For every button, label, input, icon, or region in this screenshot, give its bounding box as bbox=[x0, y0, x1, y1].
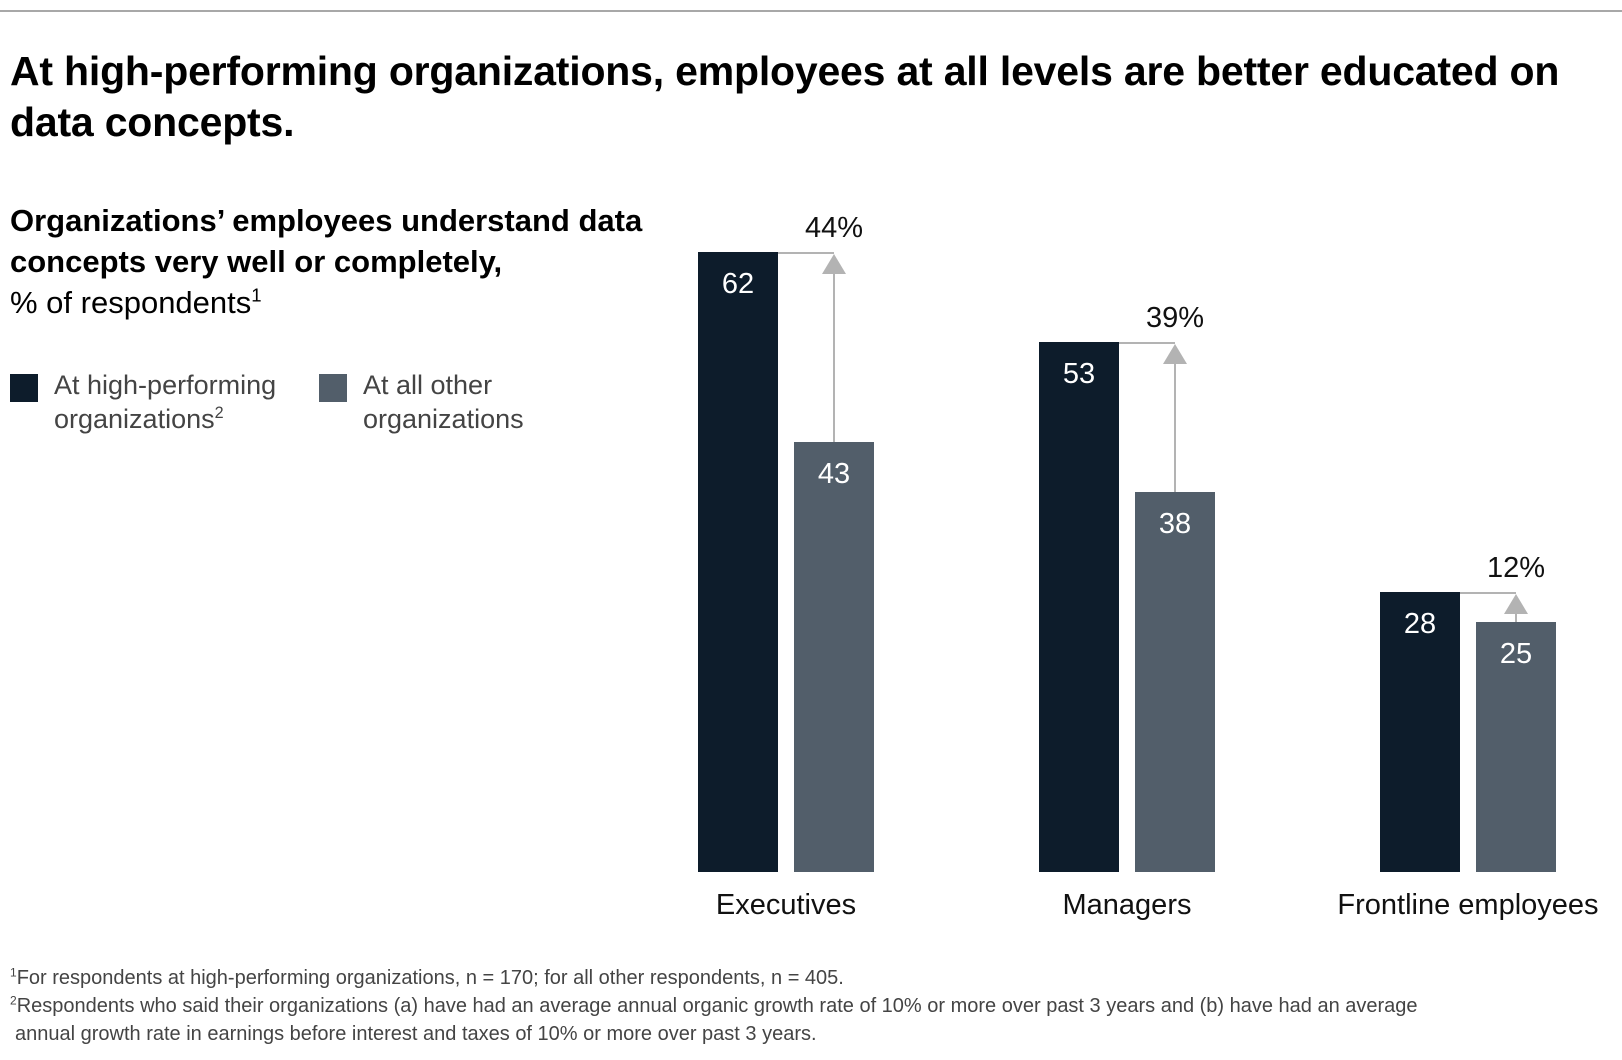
bar-other-1 bbox=[1135, 492, 1215, 872]
bar-high-performing-1 bbox=[1039, 342, 1119, 872]
difference-arrowhead-0 bbox=[822, 254, 846, 274]
legend-swatch-high-performing bbox=[10, 374, 38, 402]
difference-label-2: 12% bbox=[1487, 552, 1545, 584]
difference-label-0: 44% bbox=[805, 212, 863, 244]
legend-label-line2: organizations bbox=[54, 404, 215, 434]
footnote-text: For respondents at high-performing organ… bbox=[16, 967, 844, 989]
difference-label-1: 39% bbox=[1146, 302, 1204, 334]
footnote-text: annual growth rate in earnings before in… bbox=[15, 1023, 817, 1045]
bar-other-2 bbox=[1476, 622, 1556, 872]
bar-high-performing-0 bbox=[698, 252, 778, 872]
bar-high-performing-2 bbox=[1380, 592, 1460, 872]
footnote-2-continued: annual growth rate in earnings before in… bbox=[10, 1020, 1610, 1048]
chart-title: At high-performing organizations, employ… bbox=[10, 48, 1560, 145]
legend-item-high-performing: At high-performing organizations2 bbox=[10, 368, 294, 436]
data-label-high-performing-2: 28 bbox=[1404, 608, 1436, 640]
data-label-other-2: 25 bbox=[1500, 638, 1532, 670]
data-label-high-performing-0: 62 bbox=[722, 268, 754, 300]
footnote-mark: 2 bbox=[10, 993, 17, 1008]
legend-label-other: At all other organizations bbox=[363, 368, 603, 436]
data-label-other-1: 38 bbox=[1159, 508, 1191, 540]
data-label-other-0: 43 bbox=[818, 458, 850, 490]
category-label-1: Managers bbox=[1063, 889, 1192, 921]
legend-item-other: At all other organizations bbox=[319, 368, 603, 436]
bar-chart: 62 43 44% Executives 53 38 39% Managers 28 25 12% F… bbox=[698, 212, 1599, 921]
legend-label-line1: At high-performing bbox=[54, 370, 277, 400]
chart-subtitle: Organizations’ employees understand data… bbox=[10, 200, 650, 323]
legend-label-high-performing: At high-performing organizations2 bbox=[54, 368, 294, 436]
subtitle-units: % of respondents bbox=[10, 285, 252, 320]
subtitle-footnote-mark: 1 bbox=[251, 284, 262, 306]
difference-arrowhead-2 bbox=[1504, 594, 1528, 614]
footnote-1: 1For respondents at high-performing orga… bbox=[10, 964, 1610, 992]
bar-other-0 bbox=[794, 442, 874, 872]
subtitle-bold: Organizations’ employees understand data… bbox=[10, 203, 643, 279]
top-rule bbox=[0, 10, 1622, 12]
legend-footnote-mark: 2 bbox=[214, 404, 224, 422]
difference-arrowhead-1 bbox=[1163, 344, 1187, 364]
legend-swatch-other bbox=[319, 374, 347, 402]
footnote-2: 2Respondents who said their organization… bbox=[10, 992, 1610, 1020]
footnote-mark: 1 bbox=[10, 965, 17, 980]
legend-label-line2: organizations bbox=[363, 404, 524, 434]
data-label-high-performing-1: 53 bbox=[1063, 358, 1095, 390]
legend-label-line1: At all other bbox=[363, 370, 493, 400]
category-label-2: Frontline employees bbox=[1337, 889, 1598, 921]
footnotes: 1For respondents at high-performing orga… bbox=[10, 964, 1610, 1048]
footnote-text: Respondents who said their organizations… bbox=[16, 995, 1418, 1017]
category-label-0: Executives bbox=[716, 889, 856, 921]
